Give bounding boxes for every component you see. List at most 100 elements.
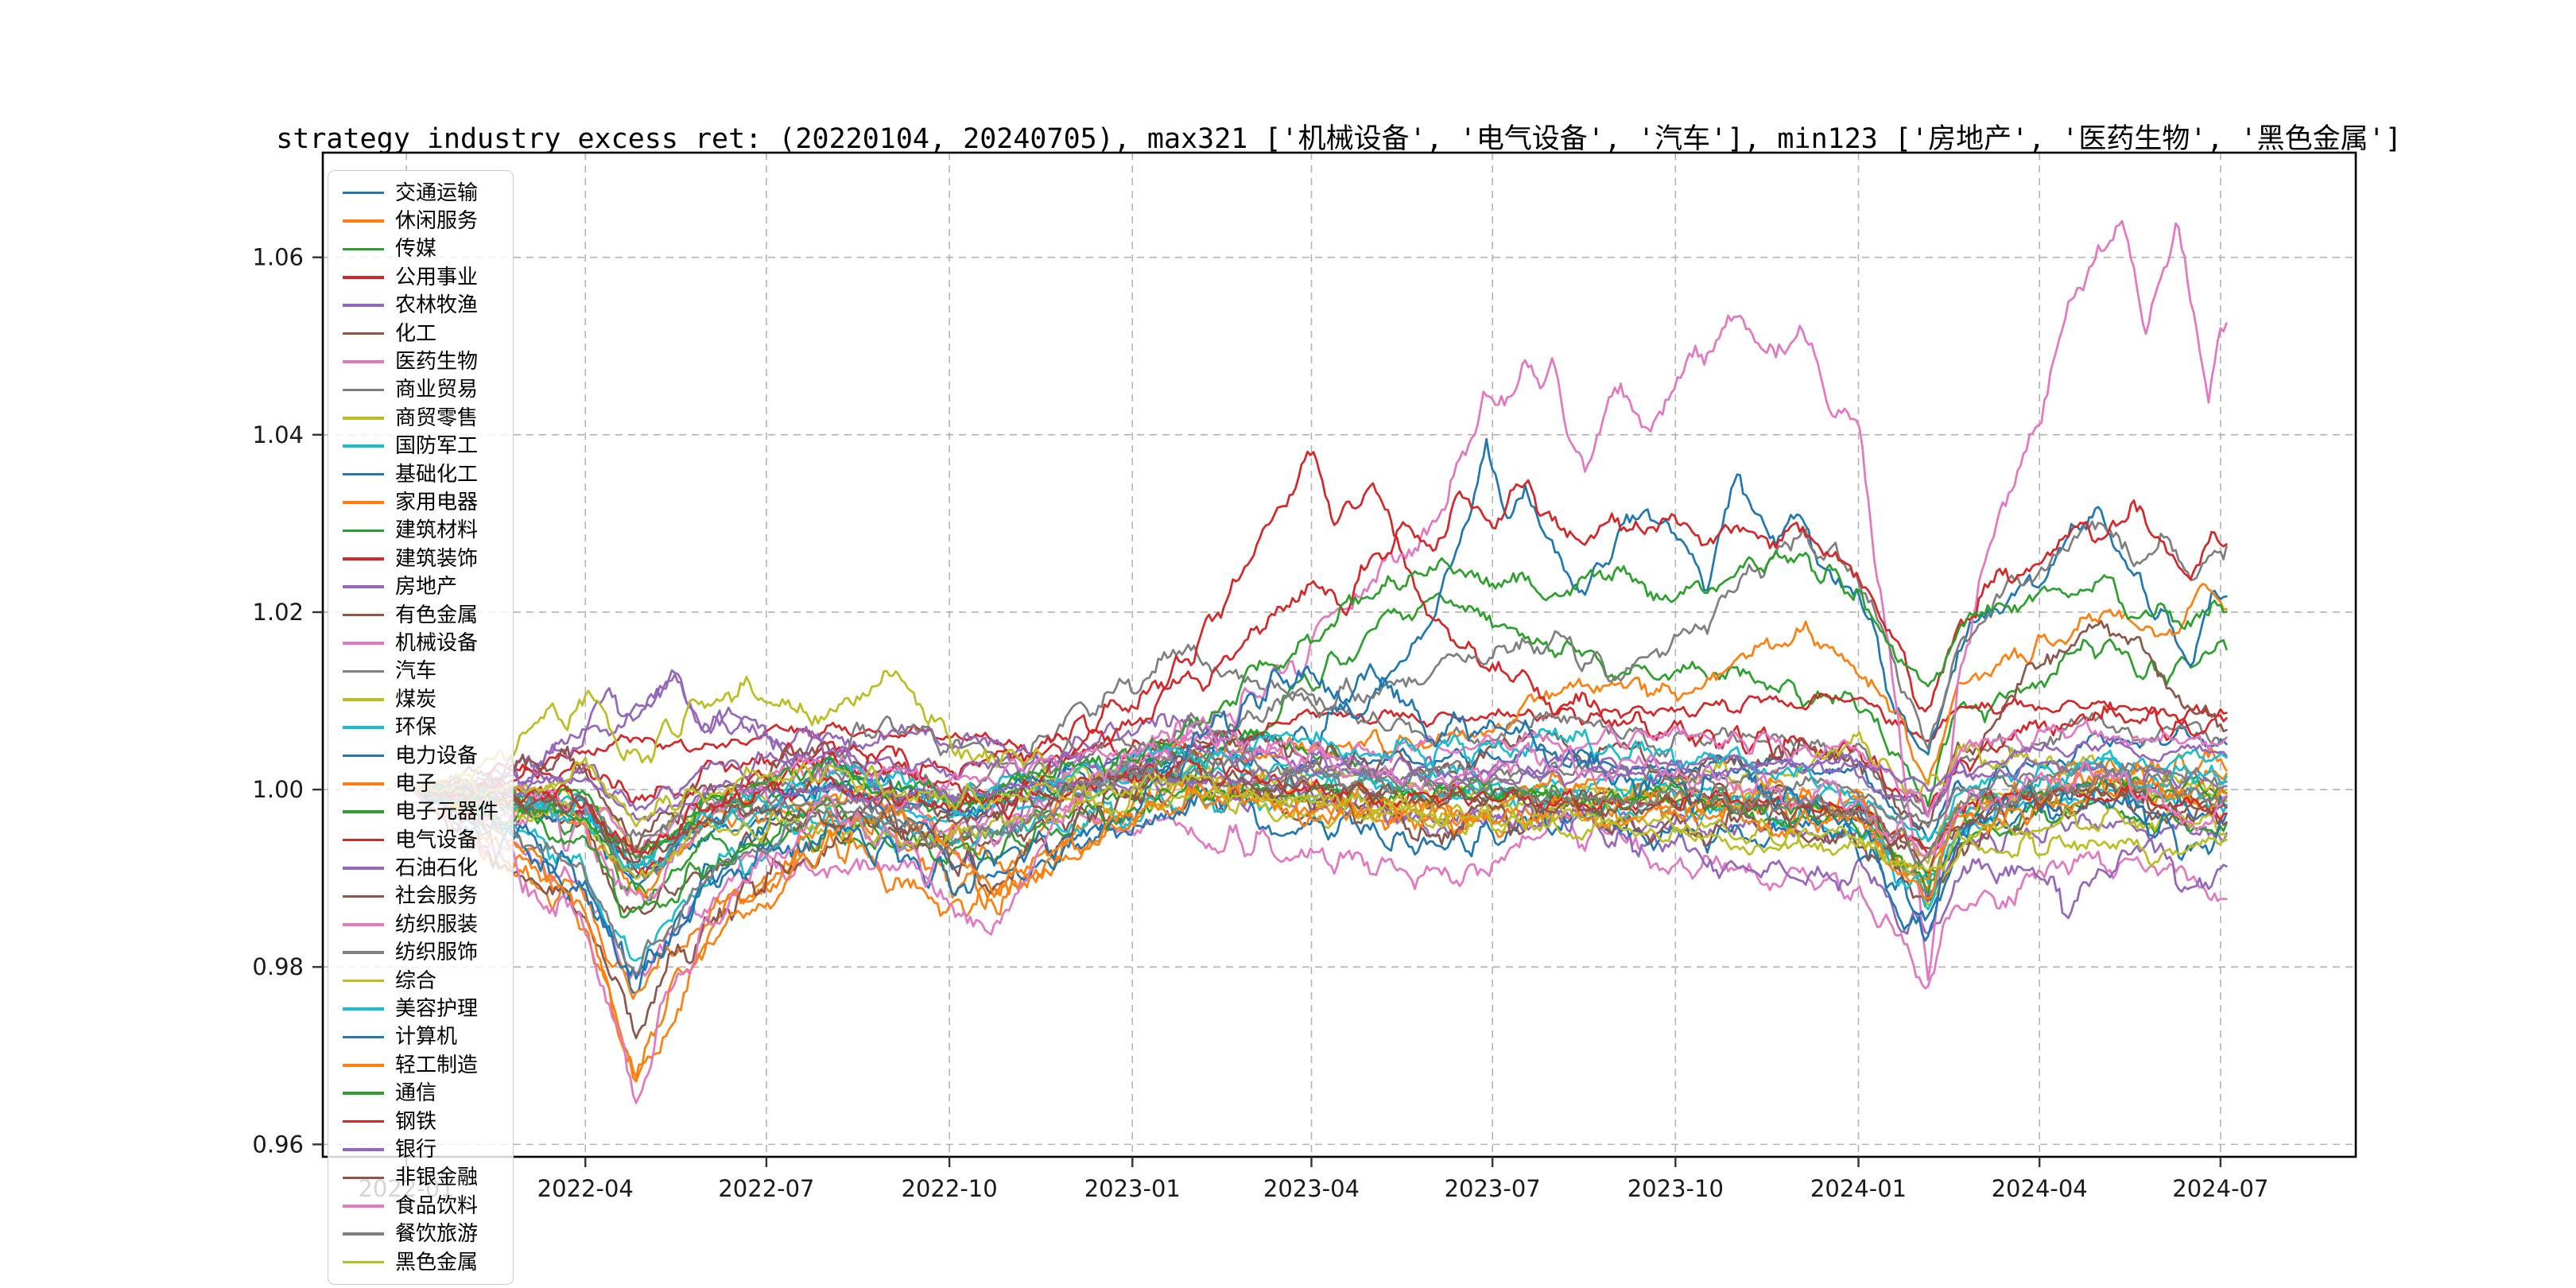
x-tick-label: 2022-10 bbox=[902, 1175, 998, 1202]
grid bbox=[323, 153, 2356, 1157]
legend-label: 机械设备 bbox=[395, 630, 479, 655]
legend-color-line-icon bbox=[343, 1148, 384, 1151]
legend-label: 基础化工 bbox=[395, 462, 479, 487]
series-line bbox=[411, 663, 2228, 980]
legend-item: 纺织服装 bbox=[336, 910, 506, 938]
legend-label: 建筑材料 bbox=[395, 518, 479, 543]
series-lines bbox=[411, 219, 2228, 1104]
series-line bbox=[411, 759, 2228, 843]
legend-item: 家用电器 bbox=[336, 488, 506, 516]
series-line bbox=[411, 219, 2228, 981]
legend-item: 电力设备 bbox=[336, 742, 506, 770]
legend-color-line-icon bbox=[343, 923, 384, 926]
legend-color-line-icon bbox=[343, 472, 384, 476]
legend-item: 商贸零售 bbox=[336, 404, 506, 432]
legend-color-line-icon bbox=[343, 444, 384, 448]
legend-label: 石油石化 bbox=[395, 856, 479, 881]
y-tick-label: 0.98 bbox=[252, 953, 304, 980]
legend-color-line-icon bbox=[343, 247, 384, 251]
y-tick-label: 1.06 bbox=[252, 244, 304, 271]
legend-label: 化工 bbox=[395, 321, 437, 346]
legend-label: 农林牧渔 bbox=[395, 293, 479, 318]
legend-label: 钢铁 bbox=[395, 1109, 437, 1134]
x-tick-label: 2023-01 bbox=[1084, 1175, 1181, 1202]
legend-color-line-icon bbox=[343, 501, 384, 504]
series-line bbox=[411, 719, 2228, 861]
legend-item: 电子元器件 bbox=[336, 798, 506, 826]
legend-label: 社会服务 bbox=[395, 884, 479, 909]
legend-label: 纺织服饰 bbox=[395, 941, 479, 965]
legend-item: 农林牧渔 bbox=[336, 292, 506, 320]
legend-item: 机械设备 bbox=[336, 629, 506, 657]
legend-item: 煤炭 bbox=[336, 685, 506, 713]
legend-item: 传媒 bbox=[336, 235, 506, 263]
legend-label: 家用电器 bbox=[395, 490, 479, 514]
legend-label: 休闲服务 bbox=[395, 209, 479, 234]
legend: 交通运输 休闲服务 传媒 公用事业 农林牧渔 化工 医药生物 商业贸易 商贸零售 国防军工 基础化工… bbox=[328, 170, 514, 1286]
legend-color-line-icon bbox=[343, 529, 384, 533]
series-line bbox=[411, 727, 2228, 911]
legend-item: 钢铁 bbox=[336, 1108, 506, 1135]
legend-label: 轻工制造 bbox=[395, 1053, 479, 1077]
x-tick-label: 2023-07 bbox=[1445, 1175, 1541, 1202]
legend-item: 非银金融 bbox=[336, 1164, 506, 1192]
legend-color-line-icon bbox=[343, 979, 384, 983]
series-line bbox=[411, 788, 2228, 990]
series-line bbox=[411, 774, 2228, 1083]
legend-color-line-icon bbox=[343, 219, 384, 223]
legend-item: 基础化工 bbox=[336, 460, 506, 488]
legend-label: 餐饮旅游 bbox=[395, 1222, 479, 1247]
legend-color-line-icon bbox=[343, 810, 384, 814]
x-tick-label: 2024-01 bbox=[1810, 1175, 1907, 1202]
y-tick-label: 1.00 bbox=[252, 776, 304, 803]
series-line bbox=[411, 592, 2228, 902]
legend-item: 汽车 bbox=[336, 658, 506, 685]
legend-item: 电子 bbox=[336, 770, 506, 797]
y-tick-label: 0.96 bbox=[252, 1131, 304, 1158]
series-line bbox=[411, 756, 2228, 872]
legend-item: 餐饮旅游 bbox=[336, 1220, 506, 1247]
legend-item: 石油石化 bbox=[336, 854, 506, 882]
legend-label: 美容护理 bbox=[395, 997, 479, 1022]
legend-item: 社会服务 bbox=[336, 883, 506, 910]
legend-label: 非银金融 bbox=[395, 1166, 479, 1190]
legend-label: 电气设备 bbox=[395, 828, 479, 852]
y-tick-label: 1.02 bbox=[252, 599, 304, 626]
x-tick-label: 2024-07 bbox=[2172, 1175, 2268, 1202]
legend-item: 综合 bbox=[336, 967, 506, 995]
legend-color-line-icon bbox=[343, 782, 384, 786]
x-tick-label: 2023-10 bbox=[1627, 1175, 1724, 1202]
series-line bbox=[411, 760, 2228, 1000]
legend-item: 银行 bbox=[336, 1135, 506, 1163]
legend-item: 建筑材料 bbox=[336, 517, 506, 545]
legend-item: 黑色金属 bbox=[336, 1248, 506, 1276]
legend-item: 医药生物 bbox=[336, 347, 506, 375]
legend-item: 交通运输 bbox=[336, 179, 506, 207]
legend-label: 传媒 bbox=[395, 237, 437, 262]
legend-label: 国防军工 bbox=[395, 434, 479, 459]
series-line bbox=[411, 549, 2228, 859]
legend-item: 纺织服饰 bbox=[336, 939, 506, 967]
legend-item: 公用事业 bbox=[336, 263, 506, 291]
legend-label: 建筑装饰 bbox=[395, 546, 479, 571]
legend-color-line-icon bbox=[343, 585, 384, 588]
legend-color-line-icon bbox=[343, 191, 384, 195]
legend-label: 电子元器件 bbox=[395, 800, 499, 824]
legend-item: 电气设备 bbox=[336, 826, 506, 854]
legend-color-line-icon bbox=[343, 726, 384, 729]
legend-label: 黑色金属 bbox=[395, 1250, 479, 1274]
legend-item: 休闲服务 bbox=[336, 207, 506, 235]
legend-item: 食品饮料 bbox=[336, 1192, 506, 1220]
legend-item: 化工 bbox=[336, 320, 506, 347]
legend-label: 计算机 bbox=[395, 1025, 458, 1049]
legend-label: 交通运输 bbox=[395, 180, 479, 205]
chart-title: strategy industry excess ret: (20220104,… bbox=[276, 123, 2402, 155]
legend-color-line-icon bbox=[343, 838, 384, 842]
legend-color-line-icon bbox=[343, 1260, 384, 1264]
legend-label: 综合 bbox=[395, 968, 437, 993]
legend-item: 有色金属 bbox=[336, 601, 506, 629]
legend-color-line-icon bbox=[343, 613, 384, 617]
legend-color-line-icon bbox=[343, 417, 384, 420]
